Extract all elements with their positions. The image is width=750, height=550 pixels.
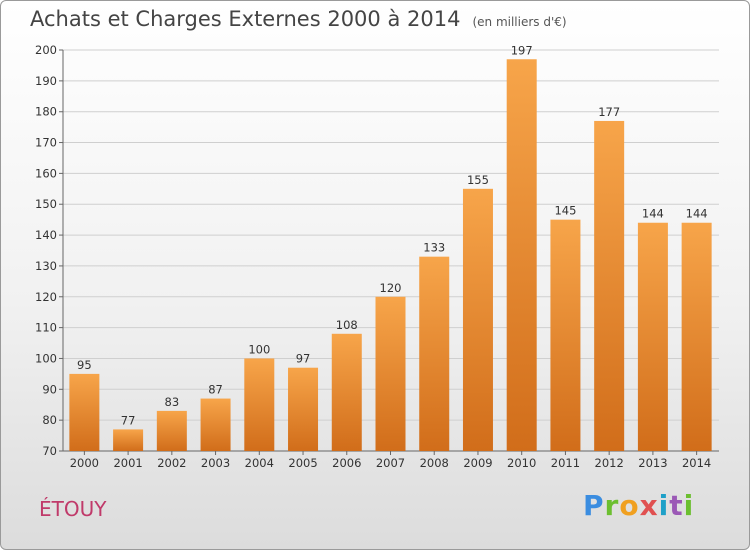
- bar-2012: [594, 120, 625, 451]
- bar-2010: [506, 59, 537, 451]
- bar-2005: [288, 367, 319, 451]
- x-tick-label-2001: 2001: [113, 456, 142, 470]
- y-tick-label: 180: [35, 105, 57, 119]
- proxiti-logo[interactable]: Proxiti: [583, 489, 695, 522]
- chart-subtitle: (en milliers d'€): [472, 15, 567, 29]
- y-tick-label: 70: [42, 444, 57, 458]
- data-label-2005: 97: [296, 352, 311, 366]
- bar-2006: [331, 333, 362, 451]
- bar-2009: [462, 188, 493, 452]
- x-tick-label-2011: 2011: [551, 456, 580, 470]
- bar-2004: [244, 358, 275, 451]
- x-tick-label-2009: 2009: [463, 456, 492, 470]
- x-tick-label-2004: 2004: [245, 456, 274, 470]
- data-label-2004: 100: [248, 342, 270, 356]
- bar-2011: [550, 219, 581, 451]
- x-tick-label-2010: 2010: [507, 456, 536, 470]
- x-tick-label-2006: 2006: [332, 456, 361, 470]
- data-label-2006: 108: [336, 318, 358, 332]
- bar-2002: [156, 410, 187, 451]
- y-tick-label: 150: [35, 197, 57, 211]
- data-label-2013: 144: [642, 207, 664, 221]
- y-tick-label: 160: [35, 166, 57, 180]
- data-label-2009: 155: [467, 173, 489, 187]
- y-tick-label: 90: [42, 382, 57, 396]
- bar-2013: [637, 222, 668, 451]
- data-label-2014: 144: [686, 207, 708, 221]
- y-tick-label: 80: [42, 413, 57, 427]
- data-label-2000: 95: [77, 358, 92, 372]
- x-tick-label-2002: 2002: [157, 456, 186, 470]
- y-tick-label: 200: [35, 43, 57, 57]
- x-tick-label-2007: 2007: [376, 456, 405, 470]
- y-tick-label: 170: [35, 136, 57, 150]
- x-tick-label-2008: 2008: [420, 456, 449, 470]
- x-tick-label-2014: 2014: [682, 456, 711, 470]
- bar-2001: [113, 429, 144, 451]
- x-tick-label-2013: 2013: [638, 456, 667, 470]
- data-label-2007: 120: [380, 281, 402, 295]
- bar-2007: [375, 296, 406, 451]
- data-label-2010: 197: [511, 43, 533, 57]
- bars: [69, 59, 712, 452]
- bar-2008: [419, 256, 450, 451]
- data-label-2001: 77: [121, 413, 136, 427]
- y-tick-label: 110: [35, 321, 57, 335]
- x-tick-label-2005: 2005: [288, 456, 317, 470]
- chart-title-text: Achats et Charges Externes 2000 à 2014: [30, 7, 461, 31]
- y-tick-label: 130: [35, 259, 57, 273]
- data-label-2012: 177: [598, 105, 620, 119]
- y-tick-label: 190: [35, 74, 57, 88]
- data-label-2002: 83: [165, 395, 180, 409]
- y-tick-label: 140: [35, 228, 57, 242]
- y-tick-label: 100: [35, 351, 57, 365]
- bar-2014: [681, 222, 712, 451]
- x-tick-label-2003: 2003: [201, 456, 230, 470]
- chart-title: Achats et Charges Externes 2000 à 2014 (e…: [30, 7, 567, 31]
- data-label-2011: 145: [554, 204, 576, 218]
- data-label-2008: 133: [423, 241, 445, 255]
- commune-name: ÉTOUY: [39, 497, 107, 521]
- bar-2003: [200, 398, 231, 451]
- x-tick-label-2012: 2012: [595, 456, 624, 470]
- bar-2000: [69, 373, 100, 451]
- labels: 95 2000 77 2001 83 2002 87 2003 100 2004 97 2005 108…: [70, 43, 712, 470]
- x-tick-label-2000: 2000: [70, 456, 99, 470]
- y-tick-label: 120: [35, 290, 57, 304]
- data-label-2003: 87: [208, 383, 223, 397]
